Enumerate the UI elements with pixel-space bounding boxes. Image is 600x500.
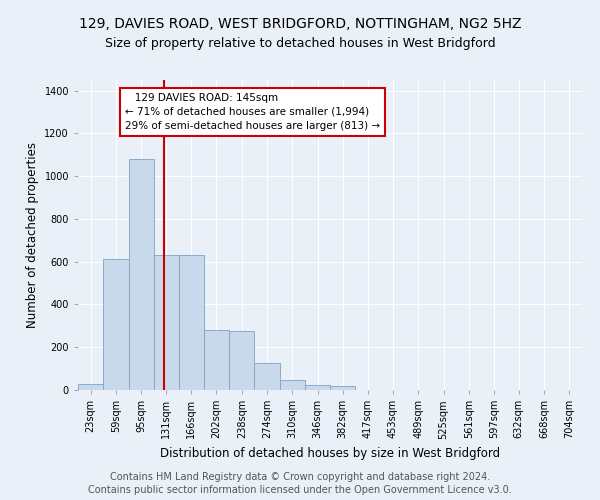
Bar [204, 330, 229, 390]
Y-axis label: Number of detached properties: Number of detached properties [26, 142, 39, 328]
Bar [103, 258, 128, 390]
Bar [254, 364, 280, 390]
Bar [229, 331, 254, 390]
Text: Size of property relative to detached houses in West Bridgford: Size of property relative to detached ho… [104, 38, 496, 51]
Bar [179, 256, 204, 390]
Bar [305, 384, 331, 390]
Bar [331, 386, 355, 390]
Text: 129, DAVIES ROAD, WEST BRIDGFORD, NOTTINGHAM, NG2 5HZ: 129, DAVIES ROAD, WEST BRIDGFORD, NOTTIN… [79, 18, 521, 32]
Text: Contains HM Land Registry data © Crown copyright and database right 2024.
Contai: Contains HM Land Registry data © Crown c… [88, 472, 512, 495]
Bar [280, 380, 305, 390]
Bar [128, 159, 154, 390]
Bar [78, 384, 103, 390]
Text: 129 DAVIES ROAD: 145sqm
← 71% of detached houses are smaller (1,994)
29% of semi: 129 DAVIES ROAD: 145sqm ← 71% of detache… [125, 93, 380, 131]
X-axis label: Distribution of detached houses by size in West Bridgford: Distribution of detached houses by size … [160, 447, 500, 460]
Bar [154, 256, 179, 390]
